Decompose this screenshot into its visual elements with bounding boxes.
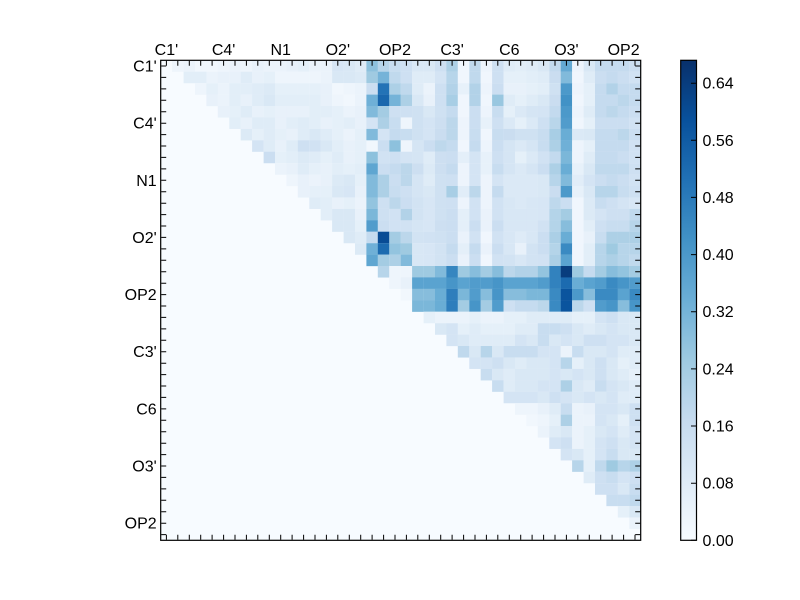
svg-text:C3': C3'	[133, 344, 157, 361]
svg-text:C1': C1'	[133, 59, 157, 76]
svg-text:O2': O2'	[326, 42, 350, 59]
svg-text:O3': O3'	[554, 42, 578, 59]
svg-text:C6: C6	[499, 42, 520, 59]
svg-text:OP2: OP2	[608, 42, 640, 59]
svg-text:OP2: OP2	[125, 516, 157, 533]
svg-text:0.16: 0.16	[703, 419, 734, 436]
svg-text:C1': C1'	[155, 42, 179, 59]
svg-text:N1: N1	[270, 42, 291, 59]
svg-text:0.08: 0.08	[703, 476, 734, 493]
svg-text:O3': O3'	[132, 459, 156, 476]
svg-text:O2': O2'	[132, 230, 156, 247]
svg-text:0.32: 0.32	[703, 304, 734, 321]
svg-text:C3': C3'	[440, 42, 464, 59]
svg-text:C4': C4'	[212, 42, 236, 59]
svg-text:0.56: 0.56	[703, 133, 734, 150]
svg-text:0.48: 0.48	[703, 190, 734, 207]
svg-text:OP2: OP2	[379, 42, 411, 59]
svg-text:N1: N1	[136, 173, 157, 190]
svg-text:C6: C6	[136, 401, 157, 418]
svg-text:0.24: 0.24	[703, 361, 734, 378]
svg-text:0.00: 0.00	[703, 533, 734, 550]
svg-text:0.40: 0.40	[703, 247, 734, 264]
svg-text:C4': C4'	[133, 116, 157, 133]
svg-text:0.64: 0.64	[703, 76, 734, 93]
svg-text:OP2: OP2	[125, 287, 157, 304]
